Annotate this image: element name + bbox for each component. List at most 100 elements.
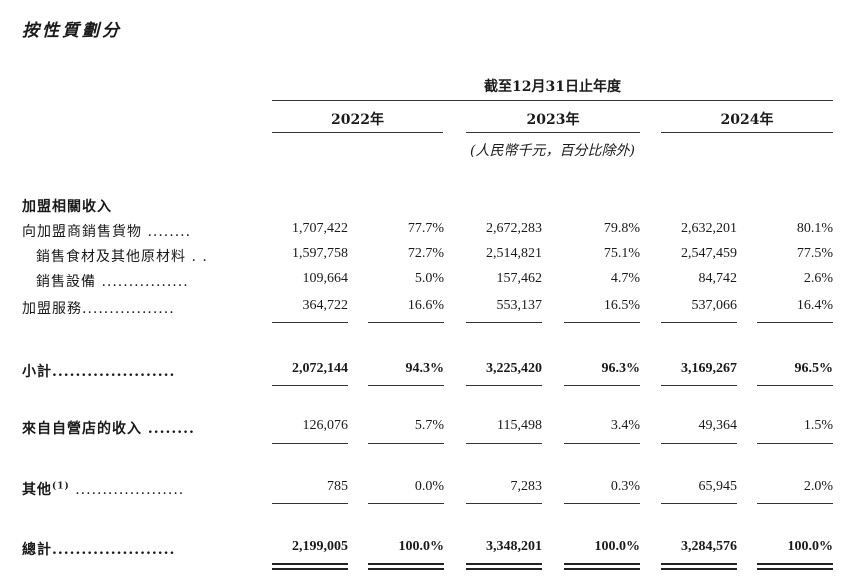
double-rule [757, 563, 833, 565]
cell: 100.0% [594, 539, 641, 554]
row-label-equipment: 銷售設備 ................ [36, 274, 189, 290]
cell: 3,225,420 [486, 361, 542, 376]
double-rule [564, 563, 640, 565]
cell: 79.8% [603, 221, 640, 236]
cell: 65,945 [698, 479, 738, 494]
cell: 4.7% [610, 271, 640, 286]
row-label-others: 其他(1) .................... [22, 479, 184, 499]
cell: 100.0% [787, 539, 834, 554]
cell: 75.1% [603, 246, 640, 261]
cell: 77.7% [407, 221, 444, 236]
cell: 3,169,267 [681, 361, 737, 376]
double-rule [466, 563, 542, 565]
year-header-2024: 2024年 [720, 112, 774, 128]
rule [272, 503, 348, 504]
cell: 3.4% [610, 418, 640, 433]
cell: 0.3% [610, 479, 640, 494]
rule [368, 322, 444, 323]
cell: 49,364 [698, 418, 738, 433]
period-underline [272, 100, 833, 101]
rule [466, 443, 542, 444]
rule [368, 503, 444, 504]
footnote-marker: (1) [52, 481, 70, 492]
rule [368, 385, 444, 386]
rule [757, 443, 833, 444]
rule [661, 443, 737, 444]
cell: 364,722 [302, 298, 349, 313]
rule [272, 443, 348, 444]
double-rule [661, 563, 737, 565]
others-dots: .................... [69, 482, 185, 498]
others-label-text: 其他 [22, 482, 52, 498]
year-header-2022: 2022年 [331, 112, 384, 128]
row-label-franchise-services: 加盟服務................. [22, 301, 175, 317]
rule [272, 322, 348, 323]
rule [564, 385, 640, 386]
cell: 2,199,005 [292, 539, 348, 554]
cell: 1.5% [803, 418, 833, 433]
double-rule [272, 568, 348, 570]
section-heading: 加盟相關收入 [22, 199, 112, 215]
cell: 7,283 [510, 479, 543, 494]
cell: 77.5% [796, 246, 833, 261]
row-label-total: 總計..................... [22, 542, 176, 558]
year-header-2023: 2023年 [526, 112, 580, 128]
rule [564, 503, 640, 504]
double-rule [368, 563, 444, 565]
rule [757, 322, 833, 323]
double-rule [757, 568, 833, 570]
cell: 2,547,459 [681, 246, 737, 261]
cell: 72.7% [407, 246, 444, 261]
rule [661, 385, 737, 386]
year-underline-2023 [466, 132, 640, 133]
cell: 2,514,821 [486, 246, 542, 261]
cell: 5.0% [414, 271, 444, 286]
cell: 94.3% [405, 361, 445, 376]
page-title: 按性質劃分 [22, 21, 122, 41]
cell: 16.4% [796, 298, 833, 313]
cell: 96.3% [601, 361, 641, 376]
row-label-self-operated: 來自自營店的收入 ........ [22, 421, 195, 437]
rule [564, 443, 640, 444]
cell: 785 [327, 479, 348, 494]
cell: 2.0% [803, 479, 833, 494]
rule [466, 503, 542, 504]
rule [661, 503, 737, 504]
rule [272, 385, 348, 386]
cell: 96.5% [794, 361, 834, 376]
cell: 1,707,422 [292, 221, 348, 236]
rule [466, 322, 542, 323]
year-underline-2024 [661, 132, 833, 133]
period-header: 截至12月31日止年度 [484, 79, 621, 95]
rule [466, 385, 542, 386]
cell: 109,664 [302, 271, 349, 286]
cell: 80.1% [796, 221, 833, 236]
rule [368, 443, 444, 444]
cell: 16.6% [407, 298, 444, 313]
rule [564, 322, 640, 323]
cell: 537,066 [691, 298, 738, 313]
cell: 2,632,201 [681, 221, 737, 236]
cell: 3,348,201 [486, 539, 542, 554]
cell: 16.5% [603, 298, 640, 313]
cell: 115,498 [497, 418, 542, 433]
cell: 5.7% [414, 418, 444, 433]
double-rule [368, 568, 444, 570]
unit-note: (人民幣千元，百分比除外) [470, 143, 635, 159]
cell: 126,076 [302, 418, 349, 433]
year-underline-2022 [272, 132, 443, 133]
rule [757, 385, 833, 386]
double-rule [466, 568, 542, 570]
double-rule [661, 568, 737, 570]
cell: 0.0% [414, 479, 444, 494]
row-label-goods-to-franchisees: 向加盟商銷售貨物 ........ [22, 224, 192, 240]
cell: 3,284,576 [681, 539, 737, 554]
double-rule [272, 563, 348, 565]
row-label-ingredients: 銷售食材及其他原材料 . . [36, 249, 208, 265]
cell: 2,672,283 [486, 221, 542, 236]
rule [757, 503, 833, 504]
cell: 157,462 [496, 271, 543, 286]
cell: 2.6% [803, 271, 833, 286]
cell: 553,137 [496, 298, 543, 313]
cell: 1,597,758 [292, 246, 348, 261]
